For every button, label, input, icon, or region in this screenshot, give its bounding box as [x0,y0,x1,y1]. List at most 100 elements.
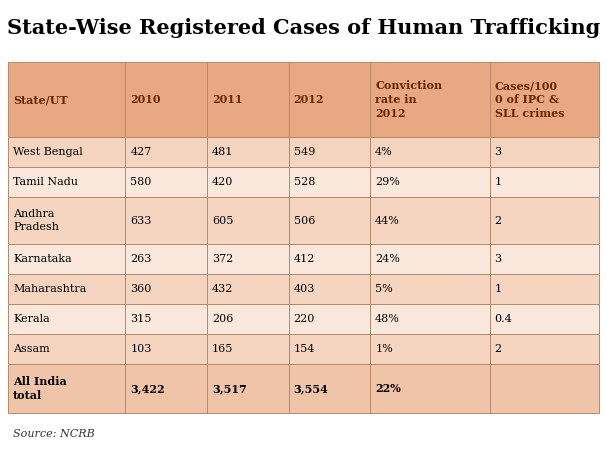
Bar [8,304,126,334]
Bar [207,304,288,334]
Bar [8,197,126,244]
Text: 2011: 2011 [212,94,242,105]
Text: Source: NCRB: Source: NCRB [13,429,95,439]
Text: 29%: 29% [375,177,400,187]
Text: Assam: Assam [13,344,50,354]
Bar [126,364,207,413]
Text: 48%: 48% [375,314,400,324]
Bar [8,167,126,197]
Bar [370,137,490,167]
Text: 427: 427 [131,147,152,157]
Text: State/UT: State/UT [13,94,67,105]
Text: 432: 432 [212,284,233,294]
Text: 549: 549 [294,147,315,157]
Bar [288,137,370,167]
Text: Karnataka: Karnataka [13,254,72,264]
Bar [288,244,370,274]
Text: 633: 633 [131,216,152,226]
Bar [126,197,207,244]
Text: 2010: 2010 [131,94,161,105]
Bar [370,304,490,334]
Bar [8,274,126,304]
Text: 528: 528 [294,177,315,187]
Text: 220: 220 [294,314,315,324]
Bar [490,137,599,167]
Text: West Bengal: West Bengal [13,147,83,157]
Bar [207,244,288,274]
Bar [370,334,490,364]
Text: Tamil Nadu: Tamil Nadu [13,177,78,187]
Text: 4%: 4% [375,147,393,157]
Bar [288,334,370,364]
Text: 263: 263 [131,254,152,264]
Bar [207,62,288,137]
Bar [207,197,288,244]
Bar [207,334,288,364]
Bar [490,197,599,244]
Text: 0.4: 0.4 [495,314,512,324]
Bar [126,167,207,197]
Bar [370,62,490,137]
Text: Andhra
Pradesh: Andhra Pradesh [13,209,59,232]
Bar [8,334,126,364]
Bar [288,197,370,244]
Text: 481: 481 [212,147,233,157]
Text: 3,554: 3,554 [294,383,328,394]
Text: 1: 1 [495,177,501,187]
Bar [490,364,599,413]
Text: 412: 412 [294,254,315,264]
Bar [490,274,599,304]
Bar [207,364,288,413]
Text: 372: 372 [212,254,233,264]
Bar [288,274,370,304]
Bar [490,244,599,274]
Text: 2: 2 [495,216,501,226]
Text: 2012: 2012 [294,94,324,105]
Text: All India
total: All India total [13,376,67,401]
Bar [490,167,599,197]
Bar [490,334,599,364]
Bar [8,244,126,274]
Bar [370,167,490,197]
Bar [207,167,288,197]
Text: 154: 154 [294,344,315,354]
Text: 403: 403 [294,284,315,294]
Bar [370,274,490,304]
Text: 44%: 44% [375,216,400,226]
Text: 103: 103 [131,344,152,354]
Text: 3: 3 [495,147,501,157]
Text: 360: 360 [131,284,152,294]
Bar [288,364,370,413]
Bar [207,274,288,304]
Bar [370,364,490,413]
Text: 580: 580 [131,177,152,187]
Text: Cases/100
0 of IPC &
SLL crimes: Cases/100 0 of IPC & SLL crimes [495,80,564,119]
Bar [8,62,126,137]
Text: 1%: 1% [375,344,393,354]
Text: 3,422: 3,422 [131,383,165,394]
Text: 605: 605 [212,216,233,226]
Bar [8,364,126,413]
Bar [126,62,207,137]
Text: 420: 420 [212,177,233,187]
Text: 3: 3 [495,254,501,264]
Bar [288,62,370,137]
Text: Kerala: Kerala [13,314,50,324]
Text: 315: 315 [131,314,152,324]
Text: Maharashtra: Maharashtra [13,284,86,294]
Text: 22%: 22% [375,383,401,394]
Bar [490,304,599,334]
Text: 24%: 24% [375,254,400,264]
Text: 5%: 5% [375,284,393,294]
Bar [370,197,490,244]
Bar [126,274,207,304]
Text: 165: 165 [212,344,233,354]
Bar [288,167,370,197]
Text: Conviction
rate in
2012: Conviction rate in 2012 [375,80,443,119]
Bar [370,244,490,274]
Bar [126,304,207,334]
Text: 1: 1 [495,284,501,294]
Text: 2: 2 [495,344,501,354]
Bar [490,62,599,137]
Bar [126,137,207,167]
